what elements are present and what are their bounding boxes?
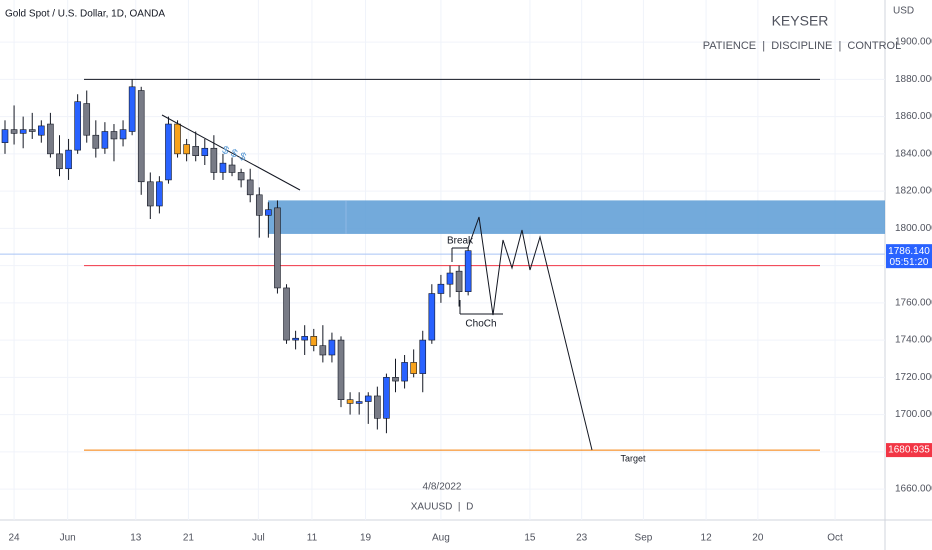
x-tick-label: 23 xyxy=(576,533,588,544)
y-tick-label: 1820.000 xyxy=(895,186,932,197)
candle-body xyxy=(346,399,354,404)
candle-body xyxy=(319,345,327,356)
x-tick-label: 15 xyxy=(524,533,536,544)
y-tick-label: 1660.000 xyxy=(895,484,932,495)
x-tick-label: 21 xyxy=(183,533,195,544)
candle-body xyxy=(174,123,181,155)
candle-body xyxy=(383,377,390,419)
candle-body xyxy=(255,194,263,216)
x-tick-label: 12 xyxy=(701,533,713,544)
countdown-label: 05:51:20 xyxy=(890,257,929,268)
candle-body xyxy=(328,339,336,356)
current-price-label: 1786.140 xyxy=(888,246,930,257)
candle-body xyxy=(464,250,472,292)
candle-body xyxy=(92,134,100,149)
candle-body xyxy=(246,179,254,196)
x-tick-label: Oct xyxy=(827,533,843,544)
candle-body xyxy=(119,129,127,140)
candle-body xyxy=(274,207,281,289)
candle-body xyxy=(228,164,236,173)
y-tick-label: 1860.000 xyxy=(895,111,932,122)
x-tick-label: Jul xyxy=(252,533,265,544)
candle-body xyxy=(410,362,417,374)
candle-body xyxy=(183,144,190,155)
candle-body xyxy=(210,147,218,173)
candle-body xyxy=(110,131,118,140)
candle-body xyxy=(128,86,136,132)
candle-body xyxy=(19,129,27,134)
candle-body xyxy=(301,336,308,341)
candle-body xyxy=(165,123,172,181)
target-price-label: 1680.935 xyxy=(888,445,930,456)
x-tick-label: Aug xyxy=(432,533,450,544)
candle-body xyxy=(65,149,72,170)
currency: USD xyxy=(893,6,914,17)
candle-body xyxy=(156,181,163,207)
candle-body xyxy=(201,147,209,157)
y-tick-label: 1700.000 xyxy=(895,409,932,420)
candle-body xyxy=(192,146,200,157)
candle-body xyxy=(265,209,272,216)
candle-body xyxy=(28,129,36,132)
y-tick-label: 1840.000 xyxy=(895,148,932,159)
candle-body xyxy=(47,123,54,155)
candle-body xyxy=(137,90,145,183)
symbol-label: XAUUSD | D xyxy=(411,502,474,513)
projection-path xyxy=(452,216,593,451)
x-tick-label: 24 xyxy=(9,533,21,544)
break-label: Break xyxy=(447,236,474,247)
candle-body xyxy=(38,125,45,136)
brand: KEYSER xyxy=(772,13,829,29)
y-tick-label: 1880.000 xyxy=(895,74,932,85)
motto: PATIENCE | DISCIPLINE | CONTROL xyxy=(703,40,901,52)
current-price-box xyxy=(886,244,932,269)
zone xyxy=(268,200,885,234)
candle-body xyxy=(355,401,363,404)
y-tick-label: 1800.000 xyxy=(895,223,932,234)
candle-body xyxy=(101,131,109,149)
target-price-box xyxy=(886,443,932,458)
date-label: 4/8/2022 xyxy=(423,482,462,493)
y-tick-label: 1740.000 xyxy=(895,335,932,346)
candle-body xyxy=(56,153,63,170)
candle-body xyxy=(455,270,463,292)
x-tick-label: 19 xyxy=(360,533,372,544)
y-tick-label: 1900.000 xyxy=(895,37,932,48)
x-tick-label: 11 xyxy=(307,533,318,544)
candle-body xyxy=(1,129,9,143)
candle-body xyxy=(446,272,454,285)
candle-body xyxy=(374,395,381,419)
y-tick-label: 1720.000 xyxy=(895,372,932,383)
candle-body xyxy=(364,395,372,402)
candle-body xyxy=(437,283,445,294)
plot xyxy=(0,0,885,520)
candle-body xyxy=(147,181,154,207)
candle-body xyxy=(401,362,408,382)
candle-body xyxy=(219,162,227,173)
x-tick-label: 13 xyxy=(130,533,142,544)
candle-body xyxy=(74,101,81,151)
candle-body xyxy=(292,337,299,341)
choch-label: ChoCh xyxy=(465,319,496,330)
candle-body xyxy=(283,287,290,341)
candle-body xyxy=(10,129,18,134)
target-label: Target xyxy=(620,453,646,463)
candle-body xyxy=(392,377,399,382)
candle-body xyxy=(83,103,91,136)
candle-body xyxy=(428,293,436,341)
x-tick-label: 20 xyxy=(752,533,764,544)
x-tick-label: Sep xyxy=(635,533,653,544)
candle-body xyxy=(310,336,318,346)
trend-line xyxy=(161,114,301,191)
x-tick-label: Jun xyxy=(60,533,76,544)
candle-body xyxy=(237,172,245,181)
y-tick-label: 1760.000 xyxy=(895,297,932,308)
candle-body xyxy=(419,339,427,374)
chart-title: Gold Spot / U.S. Dollar, 1D, OANDA xyxy=(5,9,165,20)
candle-body xyxy=(337,339,345,400)
